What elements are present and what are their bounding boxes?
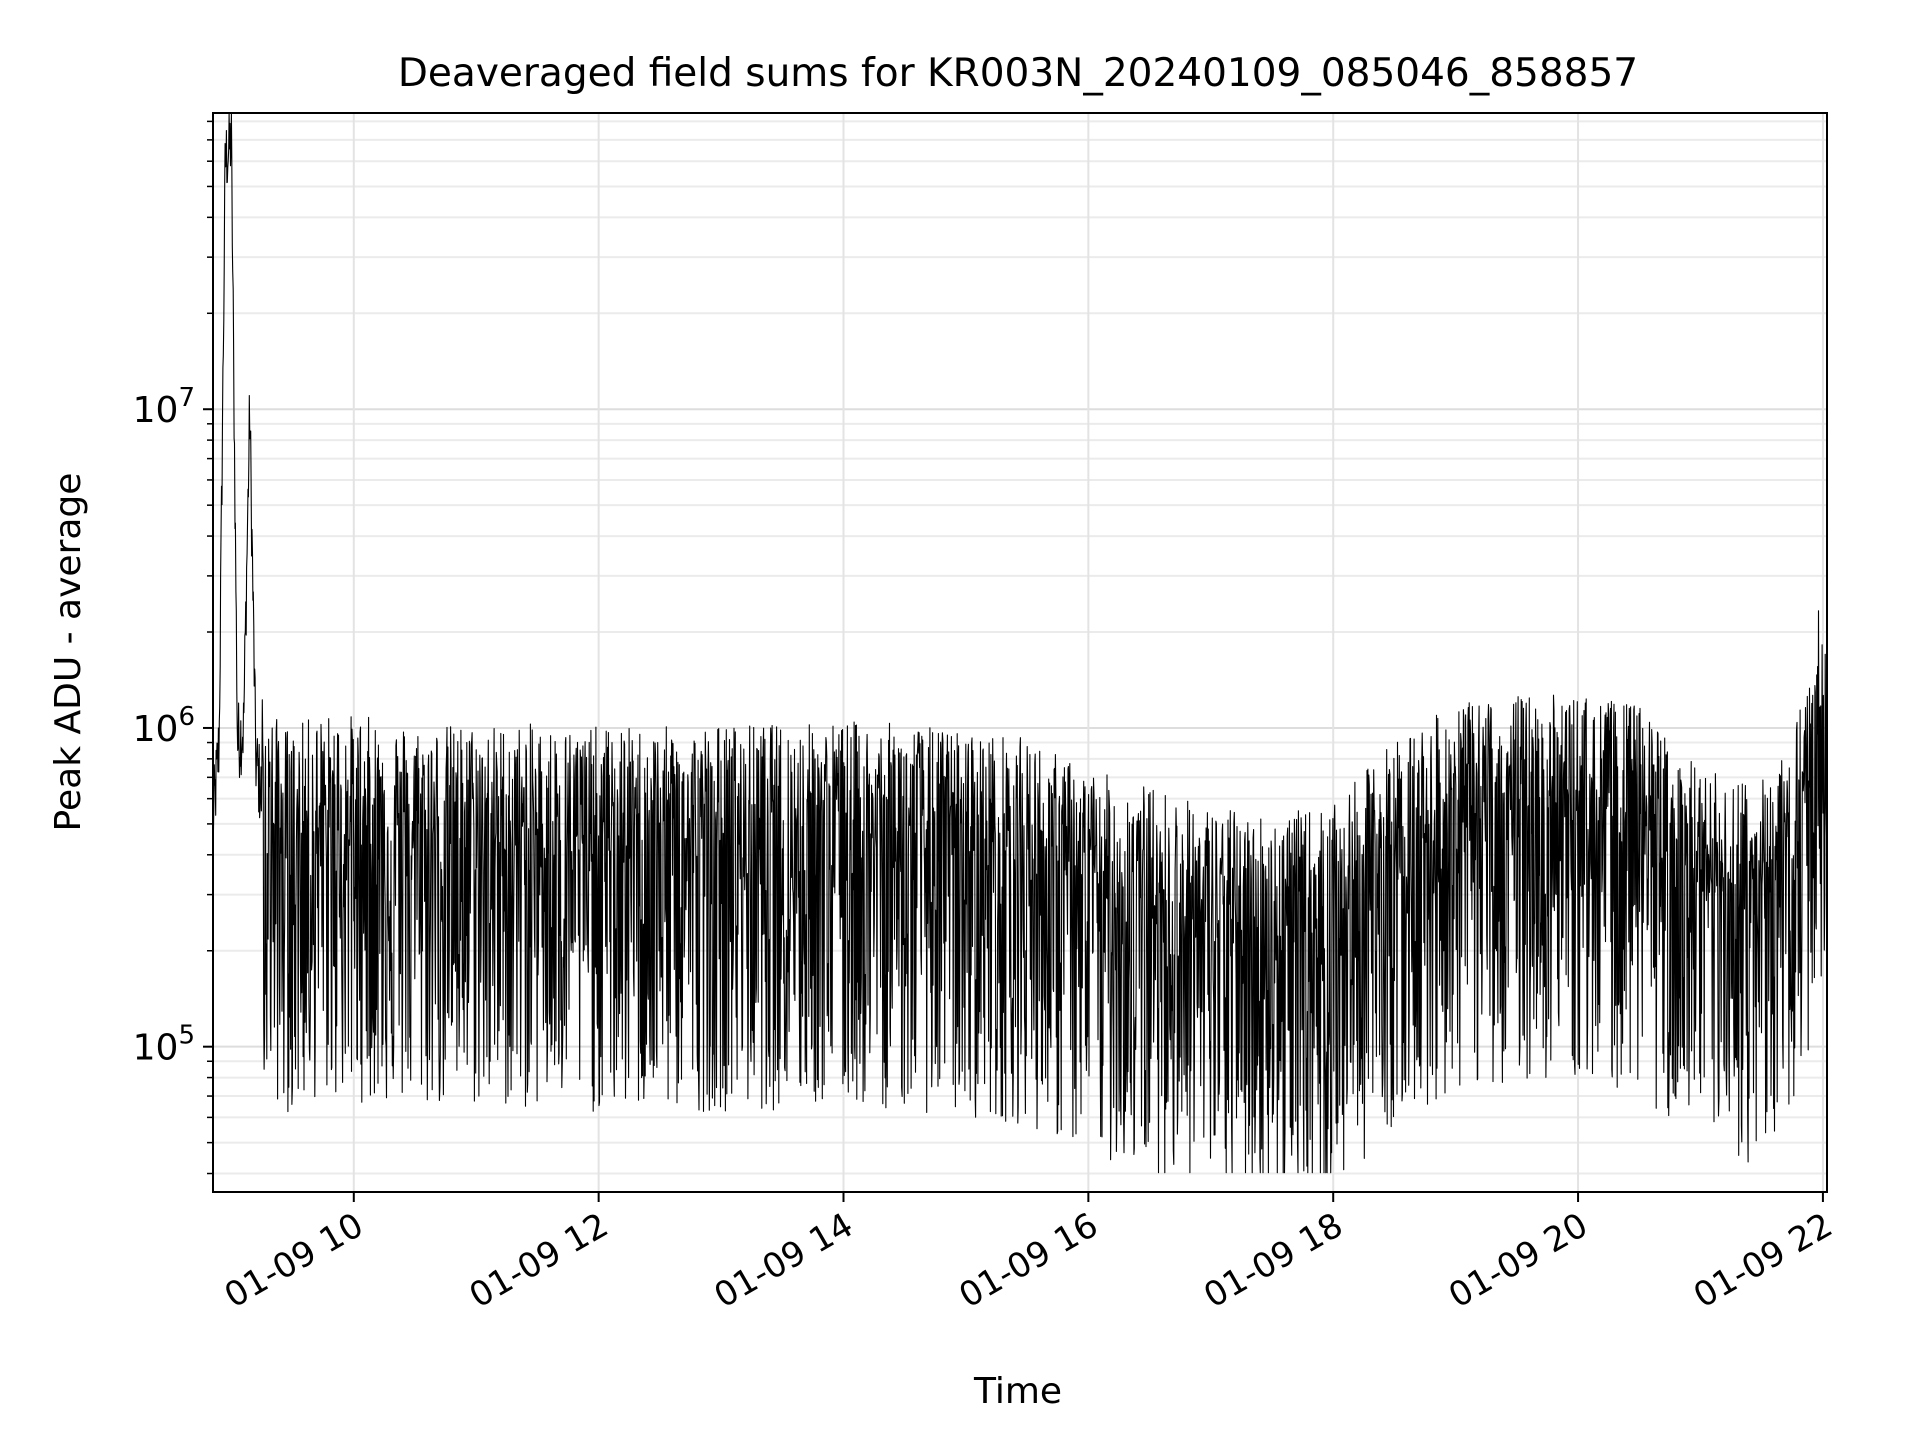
y-axis: 105 106 107 (133, 120, 213, 1175)
series-line (212, 112, 1828, 1174)
y-tick-label: 106 (133, 702, 195, 750)
y-tick-label: 107 (133, 383, 195, 431)
y-tick-label: 105 (133, 1021, 195, 1069)
data-layer (212, 112, 1828, 1174)
x-axis-label: Time (973, 1371, 1062, 1412)
plot-frame (212, 112, 1828, 1193)
y-axis-label: Peak ADU - average (48, 473, 89, 832)
chart-title: Deaveraged field sums for KR003N_2024010… (398, 51, 1638, 96)
